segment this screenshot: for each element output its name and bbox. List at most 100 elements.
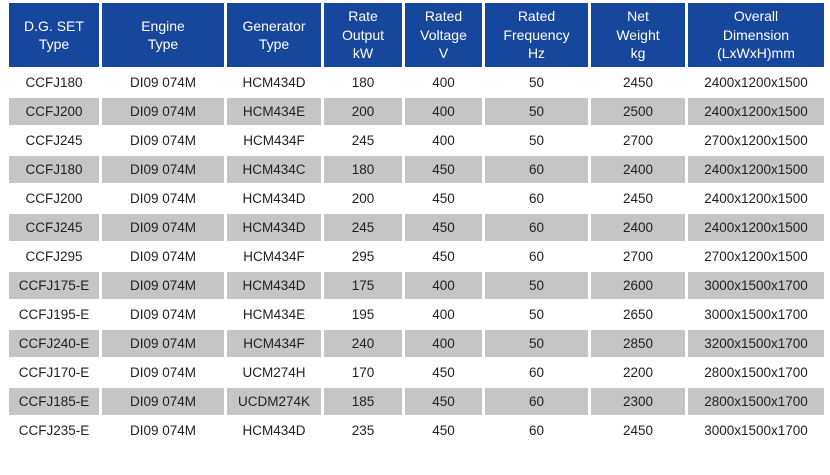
table-cell: DI09 074M [102,272,224,299]
table-cell: 400 [405,127,482,154]
table-row: CCFJ180 DI09 074M HCM434D 180 400 50 2450 2400x… [9,69,824,96]
table-cell: 3000x1500x1700 [688,417,824,444]
table-cell: 60 [485,214,588,241]
table-cell: 450 [405,214,482,241]
table-cell: 2450 [591,185,685,212]
table-row: CCFJ170-E DI09 074M UCM274H 170 450 60 2200 280… [9,359,824,386]
table-row: CCFJ200 DI09 074M HCM434E 200 400 50 2500 2400x… [9,98,824,125]
header-dg-set-type: D.G. SET Type [9,3,99,67]
header-engine-type: Engine Type [102,3,224,67]
table-row: CCFJ245 DI09 074M HCM434F 245 400 50 2700 2700x… [9,127,824,154]
table-cell: 50 [485,301,588,328]
table-cell: CCFJ180 [9,156,99,183]
header-rated-voltage: Rated Voltage V [405,3,482,67]
table-cell: 2800x1500x1700 [688,388,824,415]
table-cell: 2450 [591,417,685,444]
table-cell: 400 [405,301,482,328]
table-cell: 450 [405,185,482,212]
table-cell: CCFJ240-E [9,330,99,357]
table-cell: HCM434E [227,98,321,125]
table-cell: 60 [485,359,588,386]
table-row: CCFJ200 DI09 074M HCM434D 200 450 60 2450 2400x… [9,185,824,212]
table-cell: 400 [405,272,482,299]
table-cell: 2300 [591,388,685,415]
table-cell: 2400x1200x1500 [688,98,824,125]
table-row: CCFJ245 DI09 074M HCM434D 245 450 60 2400 2400x… [9,214,824,241]
table-cell: CCFJ200 [9,98,99,125]
table-body: CCFJ180 DI09 074M HCM434D 180 400 50 2450 2400x… [9,69,824,444]
table-cell: HCM434D [227,69,321,96]
table-cell: HCM434D [227,185,321,212]
table-cell: DI09 074M [102,156,224,183]
table-cell: CCFJ180 [9,69,99,96]
table-cell: CCFJ185-E [9,388,99,415]
table-cell: 180 [324,156,402,183]
table-row: CCFJ235-E DI09 074M HCM434D 235 450 60 2450 300… [9,417,824,444]
table-cell: 400 [405,98,482,125]
table-cell: UCM274H [227,359,321,386]
table-cell: 450 [405,359,482,386]
table-cell: 2400 [591,156,685,183]
table-cell: 50 [485,272,588,299]
table-cell: CCFJ245 [9,127,99,154]
table-cell: HCM434D [227,214,321,241]
table-cell: 60 [485,388,588,415]
table-cell: 50 [485,69,588,96]
table-row: CCFJ185-E DI09 074M UCDM274K 185 450 60 2300 28… [9,388,824,415]
table-cell: HCM434C [227,156,321,183]
header-generator-type: Generator Type [227,3,321,67]
table-cell: 170 [324,359,402,386]
table-cell: CCFJ195-E [9,301,99,328]
table-cell: DI09 074M [102,359,224,386]
table-cell: 2400x1200x1500 [688,185,824,212]
table-cell: DI09 074M [102,243,224,270]
table-cell: 60 [485,156,588,183]
table-cell: 245 [324,214,402,241]
table-cell: 60 [485,185,588,212]
table-row: CCFJ195-E DI09 074M HCM434E 195 400 50 2650 300… [9,301,824,328]
table-row: CCFJ240-E DI09 074M HCM434F 240 400 50 2850 320… [9,330,824,357]
table-cell: 200 [324,98,402,125]
table-cell: CCFJ170-E [9,359,99,386]
table-cell: DI09 074M [102,127,224,154]
table-cell: 2650 [591,301,685,328]
table-cell: 2700 [591,127,685,154]
table-cell: 2400 [591,214,685,241]
table-cell: 3000x1500x1700 [688,301,824,328]
table-cell: 2450 [591,69,685,96]
table-cell: 450 [405,417,482,444]
table-cell: 450 [405,243,482,270]
table-cell: 2700 [591,243,685,270]
table-cell: 50 [485,330,588,357]
table-cell: 175 [324,272,402,299]
table-cell: HCM434E [227,301,321,328]
table-cell: DI09 074M [102,301,224,328]
table-cell: HCM434D [227,417,321,444]
table-cell: 2700x1200x1500 [688,127,824,154]
table-cell: 2600 [591,272,685,299]
table-cell: 240 [324,330,402,357]
table-cell: 3000x1500x1700 [688,272,824,299]
table-cell: 2400x1200x1500 [688,214,824,241]
table-cell: 50 [485,127,588,154]
table-cell: 235 [324,417,402,444]
table-header: D.G. SET Type Engine Type Generator Type… [9,3,824,67]
table-cell: 60 [485,417,588,444]
table-cell: 245 [324,127,402,154]
table-cell: 2500 [591,98,685,125]
table-cell: 185 [324,388,402,415]
table-cell: DI09 074M [102,98,224,125]
table-cell: 2800x1500x1700 [688,359,824,386]
table-cell: CCFJ295 [9,243,99,270]
table-cell: 2850 [591,330,685,357]
header-rated-frequency: Rated Frequency Hz [485,3,588,67]
header-row: D.G. SET Type Engine Type Generator Type… [9,3,824,67]
table-cell: 60 [485,243,588,270]
table-cell: 2400x1200x1500 [688,156,824,183]
table-cell: DI09 074M [102,330,224,357]
table-cell: 2200 [591,359,685,386]
table-cell: UCDM274K [227,388,321,415]
table-cell: 450 [405,388,482,415]
table-cell: 2700x1200x1500 [688,243,824,270]
table-cell: DI09 074M [102,69,224,96]
